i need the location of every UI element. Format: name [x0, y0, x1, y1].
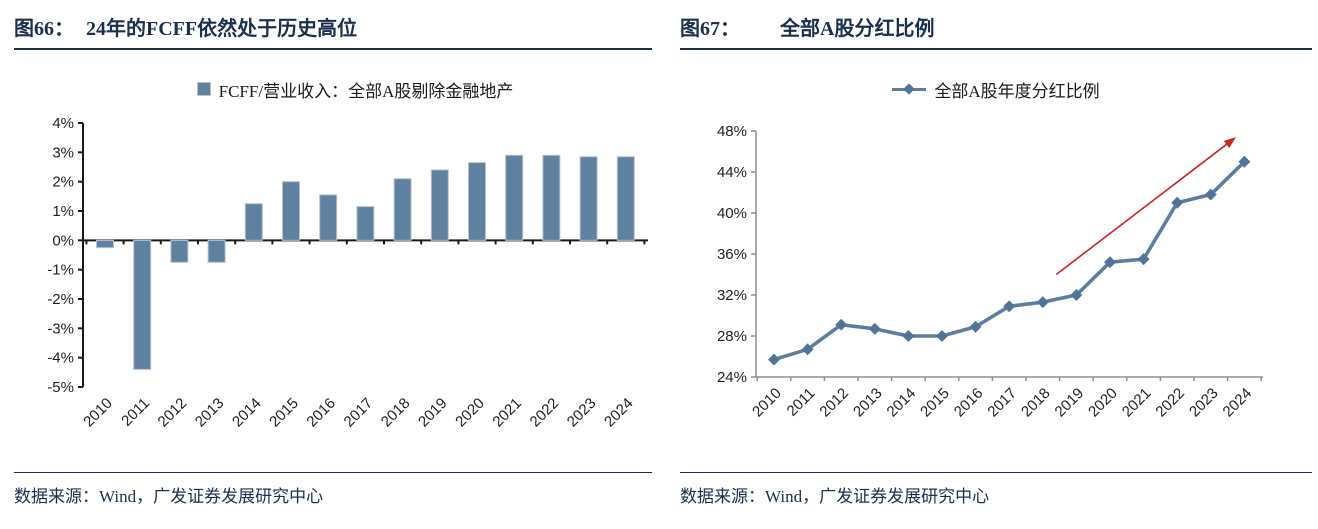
x-axis	[756, 376, 1263, 381]
svg-text:2019: 2019	[1052, 385, 1088, 421]
bar-2010	[96, 239, 114, 249]
source-text: 数据来源：Wind，广发证券发展研究中心	[680, 487, 990, 506]
svg-text:40%: 40%	[717, 205, 747, 222]
x-axis-labels: 2010201120122013201420152016201720182019…	[749, 385, 1255, 421]
figure-67-source: 数据来源：Wind，广发证券发展研究中心	[680, 472, 1312, 507]
bar-2021	[505, 154, 524, 241]
svg-text:2023: 2023	[564, 395, 600, 431]
bar-2017	[356, 206, 375, 241]
svg-text:-2%: -2%	[47, 291, 74, 308]
figure-66-title: 24年的FCFF依然处于历史高位	[86, 18, 358, 40]
svg-text:48%: 48%	[717, 123, 747, 140]
svg-text:24%: 24%	[717, 369, 747, 386]
svg-text:2023: 2023	[1186, 385, 1222, 421]
svg-text:2010: 2010	[80, 395, 116, 431]
svg-text:2013: 2013	[850, 385, 886, 421]
svg-text:44%: 44%	[717, 164, 747, 181]
figure-67-header: 图67： 全部A股分红比例	[680, 10, 1312, 50]
svg-text:2020: 2020	[452, 395, 488, 431]
svg-text:28%: 28%	[717, 328, 747, 345]
bar-2020	[468, 162, 486, 241]
svg-text:3%: 3%	[52, 144, 74, 161]
figure-66-legend-label: FCFF/营业收入：全部A股剔除金融地产	[218, 81, 514, 101]
svg-text:2011: 2011	[118, 395, 153, 430]
svg-text:2020: 2020	[1085, 385, 1121, 421]
marker-2015	[936, 330, 948, 342]
svg-text:-5%: -5%	[47, 379, 74, 396]
line-legend-marker-icon	[892, 82, 927, 95]
legend-diamond-icon	[903, 82, 916, 95]
svg-text:2018: 2018	[378, 395, 414, 431]
figure-66-label: 图66：	[14, 18, 74, 40]
svg-text:0%: 0%	[52, 232, 74, 249]
y-axis: 48% 44% 40% 36% 32% 28% 24%	[717, 123, 757, 386]
y-axis: 4% 3% 2% 1% 0% -1% -2% -3% -4% -5%	[47, 115, 84, 396]
fcff-bar-chart: 4%3%2%1%0%-1%-2%-3%-4%-5%2010 2011 2012 201…	[47, 115, 648, 431]
svg-text:2022: 2022	[527, 395, 563, 431]
figure-66-legend: FCFF/营业收入：全部A股剔除金融地产	[14, 78, 652, 101]
svg-text:2013: 2013	[192, 395, 228, 431]
dividend-line-chart: 48%44%40%36%32%28%24%2010201120122013201…	[717, 123, 1263, 421]
svg-text:-3%: -3%	[47, 320, 74, 337]
svg-text:2011: 2011	[784, 385, 819, 420]
svg-text:32%: 32%	[717, 287, 747, 304]
svg-text:36%: 36%	[717, 246, 747, 263]
bar-2018	[393, 178, 412, 241]
bar-2012	[170, 239, 189, 263]
marker-2013	[868, 322, 881, 335]
marker-2014	[902, 330, 915, 342]
bar-series	[96, 154, 635, 370]
svg-text:-4%: -4%	[47, 350, 74, 367]
svg-text:2012: 2012	[155, 395, 191, 431]
bar-2024	[616, 156, 635, 241]
svg-text:2015: 2015	[917, 385, 953, 421]
svg-text:2024: 2024	[1220, 385, 1256, 421]
bar-legend-square-icon	[196, 82, 211, 96]
bar-2011	[133, 239, 152, 370]
bar-2015	[282, 181, 300, 241]
svg-text:2015: 2015	[266, 395, 302, 431]
bar-2022	[542, 154, 561, 241]
line-series	[768, 155, 1251, 366]
figure-66-source: 数据来源：Wind，广发证券发展研究中心	[14, 472, 652, 507]
svg-text:2%: 2%	[52, 174, 74, 191]
svg-text:2014: 2014	[229, 395, 265, 431]
bar-2023	[579, 156, 598, 241]
svg-text:2014: 2014	[884, 385, 920, 421]
svg-text:2017: 2017	[984, 385, 1020, 421]
svg-text:2010: 2010	[749, 385, 785, 421]
svg-text:2012: 2012	[816, 385, 852, 421]
figure-67-legend: 全部A股年度分红比例	[680, 78, 1312, 101]
svg-text:2016: 2016	[951, 385, 987, 421]
svg-text:2016: 2016	[303, 395, 339, 431]
svg-text:-1%: -1%	[47, 262, 74, 279]
marker-2010	[768, 353, 780, 366]
bar-2013	[207, 239, 226, 263]
marker-2018	[1036, 296, 1049, 309]
svg-text:2024: 2024	[601, 395, 637, 431]
svg-text:2019: 2019	[415, 395, 451, 431]
svg-text:1%: 1%	[52, 203, 74, 220]
svg-text:2018: 2018	[1018, 385, 1054, 421]
svg-text:2021: 2021	[489, 395, 525, 431]
bar-2019	[430, 169, 449, 241]
figure-67-label: 图67：	[680, 18, 740, 40]
bar-2014	[244, 203, 263, 241]
source-text: 数据来源：Wind，广发证券发展研究中心	[14, 487, 324, 506]
figure-66-header: 图66： 24年的FCFF依然处于历史高位	[14, 10, 652, 50]
x-axis	[83, 239, 648, 245]
bar-2016	[319, 194, 338, 241]
figure-67-title: 全部A股分红比例	[780, 18, 935, 40]
figure-67: 图67： 全部A股分红比例 全部A股年度分红比例 48% 44% 40% 36% 32%…	[680, 10, 1312, 529]
svg-text:2017: 2017	[341, 395, 377, 431]
svg-text:2022: 2022	[1152, 385, 1188, 421]
trend-arrow	[1055, 137, 1236, 276]
figure-67-legend-label: 全部A股年度分红比例	[934, 81, 1100, 101]
svg-text:2021: 2021	[1119, 385, 1155, 421]
figure-66: 图66： 24年的FCFF依然处于历史高位 FCFF/营业收入：全部A股剔除金融…	[14, 10, 652, 529]
svg-text:4%: 4%	[52, 115, 74, 132]
